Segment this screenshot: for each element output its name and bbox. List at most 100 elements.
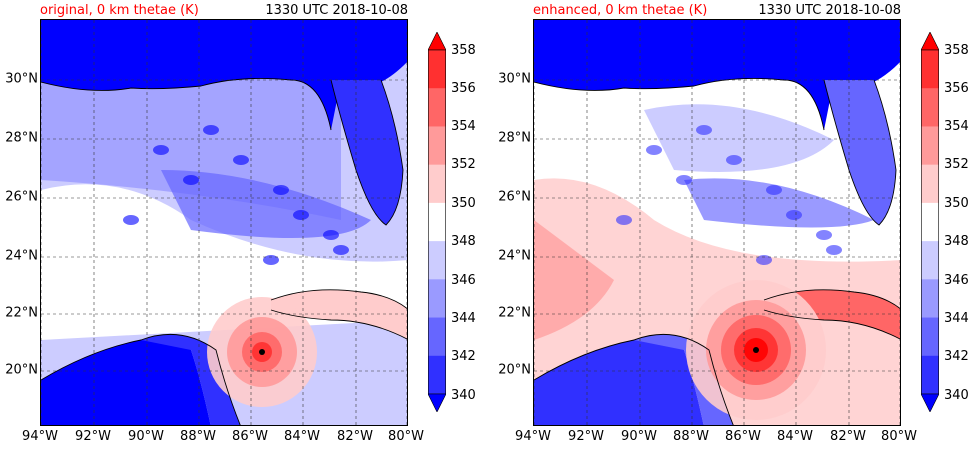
colorbar-segment	[921, 279, 939, 319]
lon-label: 92°W	[75, 429, 111, 444]
lon-label: 82°W	[337, 429, 373, 444]
panel-timestamp: 1330 UTC 2018-10-08	[265, 3, 408, 18]
lon-label: 80°W	[881, 429, 917, 444]
hurricane-eye	[259, 349, 265, 355]
coastline	[823, 79, 897, 226]
colorbar-tick-label: 344	[944, 311, 969, 326]
colorbar-segment	[428, 355, 446, 395]
lat-label: 28°N	[498, 130, 531, 146]
convection-cell	[616, 215, 632, 225]
convection-cell	[273, 185, 289, 195]
colorbar-tick-label: 352	[944, 157, 969, 172]
lat-label: 30°N	[5, 71, 38, 87]
warm-sea-region	[534, 220, 614, 340]
colorbar-tick-label: 348	[451, 234, 476, 249]
colorbar-segment	[428, 241, 446, 280]
colorbar-segment	[921, 164, 939, 204]
convection-cell	[233, 155, 249, 165]
yucatan	[41, 338, 211, 425]
colorbar-tick-label: 342	[451, 349, 476, 364]
convection-cell	[123, 215, 139, 225]
colorbar-segment	[921, 88, 939, 127]
panel-title: original, 0 km thetae (K)	[40, 3, 199, 18]
coastline	[763, 289, 900, 340]
convection-cell	[153, 145, 169, 155]
lat-label: 26°N	[498, 189, 531, 205]
coastline	[270, 289, 407, 340]
coastline	[534, 77, 825, 131]
lat-label: 26°N	[5, 189, 38, 205]
panel-enhanced: enhanced, 0 km thetae (K) 1330 UTC 2018-…	[493, 0, 972, 449]
lon-label: 88°W	[673, 429, 709, 444]
panel-title: enhanced, 0 km thetae (K)	[533, 3, 708, 18]
colorbar-tick-label: 346	[944, 273, 969, 288]
colorbar	[920, 31, 940, 416]
lon-label: 90°W	[621, 429, 657, 444]
florida-peninsula	[331, 80, 403, 225]
cool-band	[684, 178, 874, 228]
colorbar-arrow-bottom	[920, 393, 940, 413]
convection-cell	[646, 145, 662, 155]
convection-cell	[263, 255, 279, 265]
colorbar-segment	[428, 50, 446, 89]
convection-cell	[323, 230, 339, 240]
lon-label: 90°W	[128, 429, 164, 444]
lon-label: 86°W	[232, 429, 268, 444]
colorbar-segment	[921, 50, 939, 89]
colorbar-tick-label: 358	[451, 43, 476, 58]
colorbar-tick-label: 356	[451, 81, 476, 96]
cool-band	[161, 170, 371, 238]
lat-label: 28°N	[5, 130, 38, 146]
convection-cell	[786, 210, 802, 220]
colorbar-segment	[428, 88, 446, 127]
yucatan	[534, 338, 704, 425]
convection-cell	[676, 175, 692, 185]
lon-label: 92°W	[568, 429, 604, 444]
coastline	[330, 79, 404, 226]
coastline	[41, 77, 332, 131]
florida-peninsula	[824, 80, 896, 225]
convection-cell	[756, 255, 772, 265]
lon-label: 84°W	[284, 429, 320, 444]
coastline	[41, 333, 241, 425]
northern-land	[41, 20, 407, 130]
convection-cell	[203, 125, 219, 135]
colorbar-tick-label: 342	[944, 349, 969, 364]
colorbar-tick-label: 350	[451, 196, 476, 211]
lon-label: 88°W	[180, 429, 216, 444]
lat-label: 24°N	[5, 248, 38, 264]
lat-label: 22°N	[498, 305, 531, 321]
cuba	[271, 289, 407, 340]
convection-cell	[183, 175, 199, 185]
colorbar-tick-label: 356	[944, 81, 969, 96]
northern-land	[534, 20, 900, 130]
colorbar-segment	[921, 126, 939, 166]
colorbar-segment	[921, 202, 939, 242]
map-original	[40, 19, 408, 426]
lat-label: 20°N	[498, 362, 531, 378]
map-enhanced	[533, 19, 901, 426]
colorbar-tick-label: 352	[451, 157, 476, 172]
colorbar-tick-label: 350	[944, 196, 969, 211]
lat-label: 20°N	[5, 362, 38, 378]
panel-original: original, 0 km thetae (K) 1330 UTC 2018-…	[5, 3, 476, 444]
lat-label: 22°N	[5, 305, 38, 321]
colorbar-tick-label: 346	[451, 273, 476, 288]
lon-label: 94°W	[515, 429, 551, 444]
colorbar	[427, 31, 447, 416]
colorbar-tick-label: 354	[944, 119, 969, 134]
colorbar-segment	[428, 279, 446, 319]
panel-timestamp: 1330 UTC 2018-10-08	[758, 3, 901, 18]
colorbar-arrow-bottom	[427, 393, 447, 413]
colorbar-segment	[921, 355, 939, 395]
lon-label: 82°W	[830, 429, 866, 444]
colorbar-segment	[921, 317, 939, 357]
convection-cell	[333, 245, 349, 255]
convection-cell	[696, 125, 712, 135]
colorbar-arrow-top	[920, 31, 940, 51]
lon-label: 94°W	[22, 429, 58, 444]
colorbar-tick-label: 340	[451, 388, 476, 403]
hurricane-eye	[753, 347, 759, 353]
colorbar-segment	[921, 241, 939, 280]
colorbar-segment	[428, 164, 446, 204]
